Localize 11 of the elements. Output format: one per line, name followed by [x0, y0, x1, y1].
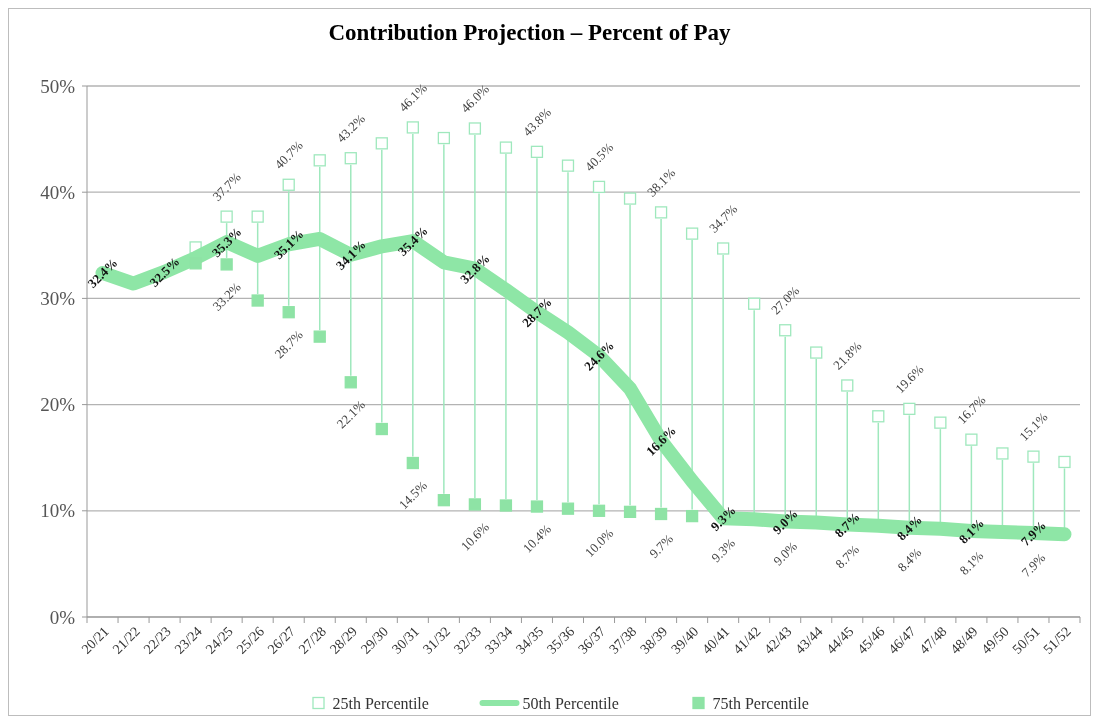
legend-label: 75th Percentile	[712, 694, 809, 712]
y-tick-label: 20%	[40, 394, 76, 416]
legend-label: 25th Percentile	[332, 694, 429, 712]
y-tick-label: 0%	[49, 606, 76, 628]
legend-label: 50th Percentile	[522, 694, 619, 712]
y-tick-label: 10%	[40, 500, 76, 522]
y-tick-label: 50%	[40, 75, 76, 97]
y-tick-label: 30%	[40, 287, 76, 309]
chart-title: Contribution Projection – Percent of Pay	[328, 20, 732, 45]
text: 8.7%	[832, 541, 863, 572]
y-tick-label: 40%	[40, 181, 76, 203]
